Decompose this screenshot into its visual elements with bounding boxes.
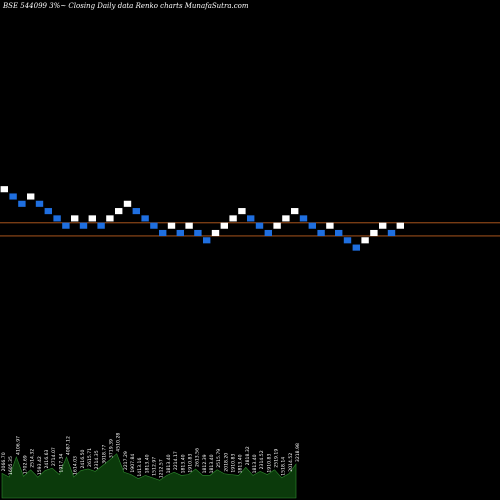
volume-label: 1702.69 [23,455,29,474]
volume-label: 2314.35 [94,450,100,469]
renko-brick [123,200,132,207]
renko-brick [326,222,334,229]
volume-label: 2615.71 [87,448,93,467]
renko-brick [44,208,52,215]
volume-label: 1512.97 [152,457,158,476]
renko-brick [238,208,246,215]
renko-brick [211,229,220,237]
renko-brick [370,229,378,237]
volume-label: 4087.12 [66,436,72,455]
renko-brick [18,200,26,207]
renko-brick [273,222,281,229]
renko-brick [132,208,140,215]
volume-label: 1812.39 [202,454,208,473]
volume-label: 2613.56 [195,448,201,467]
volume-area [1,453,297,499]
volume-label: 2714.07 [51,447,57,466]
volume-label: 2314.52 [259,450,265,469]
renko-brick [379,222,387,229]
volume-label: 1813.40 [209,454,215,473]
renko-brick [282,215,290,222]
renko-brick [62,222,70,229]
renko-brick [291,208,299,215]
renko-brick [396,222,404,229]
volume-label: 1614.03 [73,456,79,475]
renko-brick [106,215,114,222]
renko-brick [317,229,325,237]
renko-brick [387,229,396,237]
renko-brick [176,229,184,237]
volume-label: 1907.84 [130,454,136,473]
volume-label: 2217.29 [123,451,129,470]
volume-label: 3719.39 [109,439,115,458]
volume-label: 3018.77 [101,445,107,464]
renko-brick [141,215,149,222]
renko-brick [115,208,123,215]
renko-brick [71,215,79,222]
renko-brick [0,186,9,193]
volume-label: 1910.83 [266,454,272,473]
renko-brick [220,222,228,229]
volume-label: 1605.35 [8,456,14,475]
volume-label: 1212.57 [159,459,165,478]
renko-brick [150,222,158,229]
renko-brick [53,215,61,222]
chart-title: BSE 544099 3%~ Closing Daily data Renko … [3,2,249,10]
renko-brick [255,222,264,229]
volume-label: 1813.40 [252,454,258,473]
renko-brick [229,215,237,222]
volume-label: 2014.52 [288,453,294,472]
renko-brick [97,222,105,229]
volume-label: 1813.40 [180,454,186,473]
renko-brick [343,237,352,244]
renko-brick [194,229,202,237]
volume-label: 2514.32 [30,449,36,468]
volume-label: 1813.40 [144,454,150,473]
volume-label: 1917.34 [58,453,64,472]
renko-brick [88,215,96,222]
renko-brick [79,222,88,229]
volume-label: 2416.63 [44,449,50,468]
renko-brick [167,222,176,229]
volume-label: 4510.28 [116,433,122,452]
renko-brick [308,222,316,229]
volume-label: 3218.98 [295,443,301,462]
volume-label: 1813.40 [166,454,172,473]
volume-label: 2515.79 [216,449,222,468]
volume-label: 2214.17 [173,451,179,470]
renko-brick [264,229,272,237]
volume-label: 2519.19 [273,449,279,468]
volume-label: 2066.70 [1,452,7,471]
volume-label: 1593.42 [37,456,43,475]
renko-brick [361,237,369,244]
volume-label: 1813.40 [238,454,244,473]
renko-brick [35,200,44,207]
volume-label: 1910.83 [230,454,236,473]
renko-brick [352,244,360,251]
renko-brick [335,229,343,237]
volume-label: 2818.32 [245,446,251,465]
renko-brick [299,215,308,222]
renko-brick [9,193,17,200]
volume-label: 1910.83 [187,454,193,473]
volume-label: 2416.50 [80,449,86,468]
volume-label: 1413.16 [137,458,143,477]
renko-brick [185,222,193,229]
volume-label: 2018.20 [223,453,229,472]
renko-brick [247,215,255,222]
volume-label: 1518.14 [281,457,287,476]
renko-brick [27,193,35,200]
renko-brick [159,229,167,237]
volume-label: 4106.97 [15,436,21,455]
renko-brick [203,237,211,244]
